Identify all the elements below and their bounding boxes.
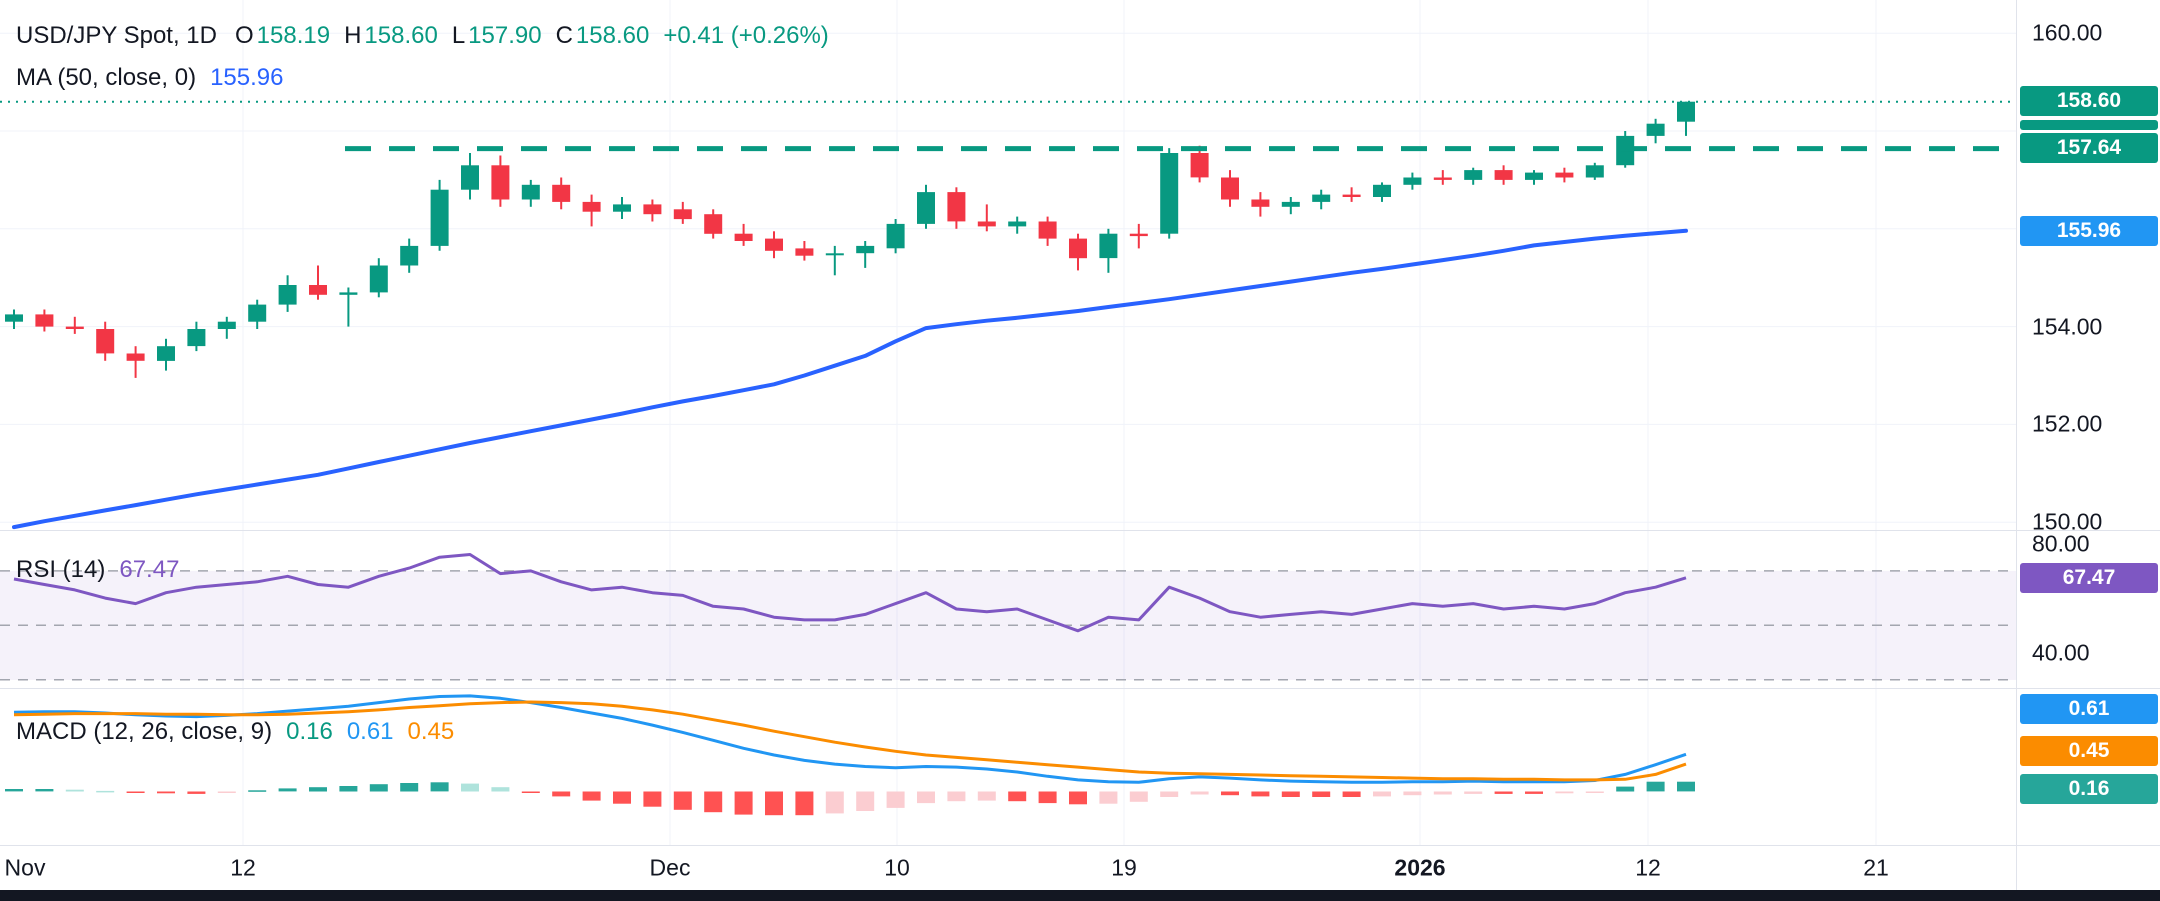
ma-value: 155.96 [210,64,284,91]
close-label: C [555,22,573,49]
time-label-2026: 2026 [1394,854,1446,881]
macd-label: MACD (12, 26, close, 9) [16,718,273,745]
price-label-ma: 155.96 [2020,216,2158,246]
macd-hist-label: 0.16 [2020,774,2158,804]
price-label-resistance: 157.64 [2020,133,2158,163]
time-label-12: 12 [230,854,256,881]
symbol-title[interactable]: USD/JPY Spot, 1D [16,22,217,49]
symbol-legend[interactable]: USD/JPY Spot, 1D O 158.19 H 158.60 L 157… [16,22,829,50]
rsi-value: 67.47 [119,556,180,583]
ma-legend[interactable]: MA (50, close, 0) 155.96 [16,64,283,92]
rsi-tick-80.00: 80.00 [2032,530,2090,557]
ma-label: MA (50, close, 0) [16,64,197,91]
macd-hist-value: 0.16 [286,718,333,745]
rsi-tick-40.00: 40.00 [2032,639,2090,666]
price-tick-154.00: 154.00 [2032,313,2103,340]
time-label-19: 19 [1111,854,1137,881]
price-label-last: 158.60 [2020,86,2158,116]
time-axis[interactable] [0,845,2016,890]
ohlc-low: L 157.90 [452,22,542,50]
low-value: 157.90 [468,22,542,49]
price-tick-152.00: 152.00 [2032,410,2103,437]
macd-signal-value: 0.45 [407,718,455,745]
price-tick-150.00: 150.00 [2032,508,2103,535]
macd-legend[interactable]: MACD (12, 26, close, 9) 0.16 0.61 0.45 [16,718,454,746]
macd-signal-label: 0.45 [2020,736,2158,766]
open-label: O [234,22,254,49]
time-label-21: 21 [1863,854,1889,881]
rsi-legend[interactable]: RSI (14) 67.47 [16,556,179,584]
high-label: H [344,22,362,49]
price-tick-160.00: 160.00 [2032,19,2103,46]
time-label-10: 10 [884,854,910,881]
macd-line-label: 0.61 [2020,694,2158,724]
price-label-partial [2020,120,2158,130]
open-value: 158.19 [256,22,331,49]
macd-line-value: 0.61 [346,718,394,745]
high-value: 158.60 [364,22,438,49]
rsi-label: RSI (14) [16,556,106,583]
time-label-Dec: Dec [649,854,691,881]
ohlc-open: O 158.19 [235,22,330,50]
close-value: 158.60 [575,22,650,49]
ohlc-close: C 158.60 [556,22,650,50]
rsi-value-label: 67.47 [2020,563,2158,593]
low-label: L [451,22,466,49]
ohlc-high: H 158.60 [344,22,438,50]
time-label-Nov: Nov [4,854,46,881]
change-value: +0.41 (+0.26%) [663,22,829,49]
bottom-bar [0,890,2160,901]
time-label-12: 12 [1635,854,1661,881]
